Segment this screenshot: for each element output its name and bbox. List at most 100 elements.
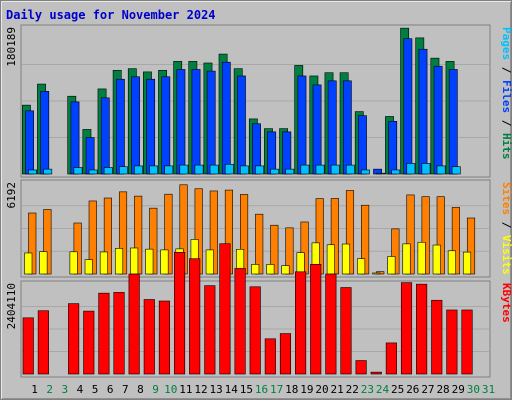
bar-visits-day-19 [296, 252, 305, 275]
bar-pages-day-8 [134, 165, 143, 175]
x-tick-label-day-25: 25 [391, 383, 404, 396]
bar-kbytes-day-5 [83, 310, 95, 375]
legend-label: Visits [500, 235, 512, 275]
x-tick-label-day-15: 15 [240, 383, 253, 396]
x-tick-label-day-7: 7 [122, 383, 129, 396]
bar-kbytes-day-10 [158, 300, 170, 375]
bar-pages-day-12 [194, 164, 204, 175]
legend-label: / [500, 215, 512, 235]
bar-kbytes-day-11 [174, 252, 186, 375]
bar-files-day-18 [282, 131, 292, 175]
bar-files-day-5 [85, 137, 95, 175]
bar-kbytes-day-22 [340, 287, 352, 375]
x-tick-label-day-30: 30 [467, 383, 480, 396]
bar-kbytes-day-15 [234, 268, 246, 375]
bar-visits-day-28 [432, 244, 441, 275]
panel-kbytes-legend: KBytes [500, 283, 512, 323]
bar-pages-day-23 [361, 169, 370, 175]
bar-pages-day-14 [224, 163, 234, 175]
bar-kbytes-day-17 [264, 338, 276, 375]
bar-visits-day-9 [145, 248, 154, 275]
bar-pages-day-27 [421, 163, 431, 175]
x-tick-label-day-28: 28 [436, 383, 449, 396]
bar-pages-day-13 [209, 164, 219, 175]
x-tick-label-day-16: 16 [255, 383, 268, 396]
bar-pages-day-25 [391, 169, 401, 175]
x-tick-label-day-20: 20 [315, 383, 328, 396]
bar-kbytes-day-24 [370, 371, 382, 375]
bar-pages-day-11 [179, 164, 189, 175]
bar-pages-day-7 [118, 166, 128, 175]
bar-files-day-28 [433, 65, 443, 175]
x-tick-label-day-11: 11 [179, 383, 192, 396]
bar-pages-day-5 [88, 169, 98, 175]
legend-label: / [500, 113, 512, 133]
bar-kbytes-day-13 [204, 285, 216, 375]
x-tick-label-day-26: 26 [406, 383, 419, 396]
bar-kbytes-day-16 [249, 286, 261, 375]
x-tick-label-day-17: 17 [270, 383, 283, 396]
bar-kbytes-day-2 [37, 310, 49, 375]
bar-visits-day-18 [281, 265, 290, 275]
x-tick-label-day-22: 22 [346, 383, 359, 396]
x-tick-label-day-31: 31 [482, 383, 495, 396]
bar-pages-day-28 [436, 165, 446, 175]
bar-kbytes-day-1 [22, 317, 34, 375]
bar-pages-day-18 [285, 168, 295, 175]
bar-kbytes-day-6 [98, 292, 110, 375]
bar-pages-day-26 [406, 163, 416, 175]
x-tick-label-day-19: 19 [300, 383, 313, 396]
bar-kbytes-day-4 [68, 303, 80, 375]
bar-visits-day-5 [84, 259, 93, 275]
bar-visits-day-21 [326, 244, 335, 275]
x-tick-label-day-13: 13 [210, 383, 223, 396]
bar-kbytes-day-26 [400, 282, 413, 375]
bar-visits-day-1 [24, 252, 33, 275]
bar-kbytes-day-7 [113, 292, 125, 375]
bar-kbytes-day-23 [355, 360, 367, 375]
bar-visits-day-25 [387, 256, 396, 275]
bar-files-day-1 [25, 110, 34, 175]
bar-pages-day-22 [345, 164, 355, 175]
bar-files-day-19 [297, 75, 307, 175]
x-tick-label-day-10: 10 [164, 383, 177, 396]
x-tick-label-day-5: 5 [92, 383, 99, 396]
bar-kbytes-day-18 [279, 333, 292, 375]
bar-files-day-13 [206, 70, 216, 175]
bar-files-day-25 [388, 121, 398, 175]
bar-kbytes-day-27 [416, 283, 428, 375]
legend-label: KBytes [500, 283, 512, 323]
bar-files-day-26 [403, 38, 413, 175]
bar-files-day-27 [418, 48, 428, 175]
bar-visits-day-4 [69, 251, 78, 275]
x-tick-label-day-12: 12 [194, 383, 207, 396]
x-tick-label-day-2: 2 [46, 383, 53, 396]
panel-hits-max-label: 180189 [5, 27, 18, 67]
bar-pages-day-29 [451, 166, 461, 175]
bar-files-day-14 [221, 61, 231, 175]
legend-label: Pages [500, 27, 512, 60]
x-tick-label-day-21: 21 [331, 383, 344, 396]
panel-visits-legend: Sites / Visits [500, 182, 512, 275]
bar-visits-day-16 [251, 264, 260, 275]
bar-visits-day-13 [205, 249, 214, 275]
bar-kbytes-day-20 [310, 264, 322, 375]
x-tick-label-day-14: 14 [225, 383, 239, 396]
bar-files-day-6 [100, 97, 110, 175]
x-tick-label-day-18: 18 [285, 383, 298, 396]
bar-kbytes-day-21 [325, 273, 337, 375]
bar-visits-day-27 [417, 241, 426, 275]
bar-pages-day-9 [149, 165, 159, 175]
bar-files-day-4 [70, 101, 80, 175]
bar-pages-day-10 [164, 165, 174, 175]
x-tick-label-day-23: 23 [361, 383, 374, 396]
bar-files-day-17 [267, 131, 277, 175]
bar-kbytes-day-19 [295, 271, 307, 375]
legend-label: / [500, 60, 512, 80]
panel-visits-max-label: 6192 [5, 182, 18, 209]
x-tick-label-day-24: 24 [376, 383, 390, 396]
x-tick-label-day-6: 6 [107, 383, 114, 396]
panel-hits-legend: Pages / Files / Hits [500, 27, 512, 160]
bar-files-day-12 [191, 69, 201, 175]
